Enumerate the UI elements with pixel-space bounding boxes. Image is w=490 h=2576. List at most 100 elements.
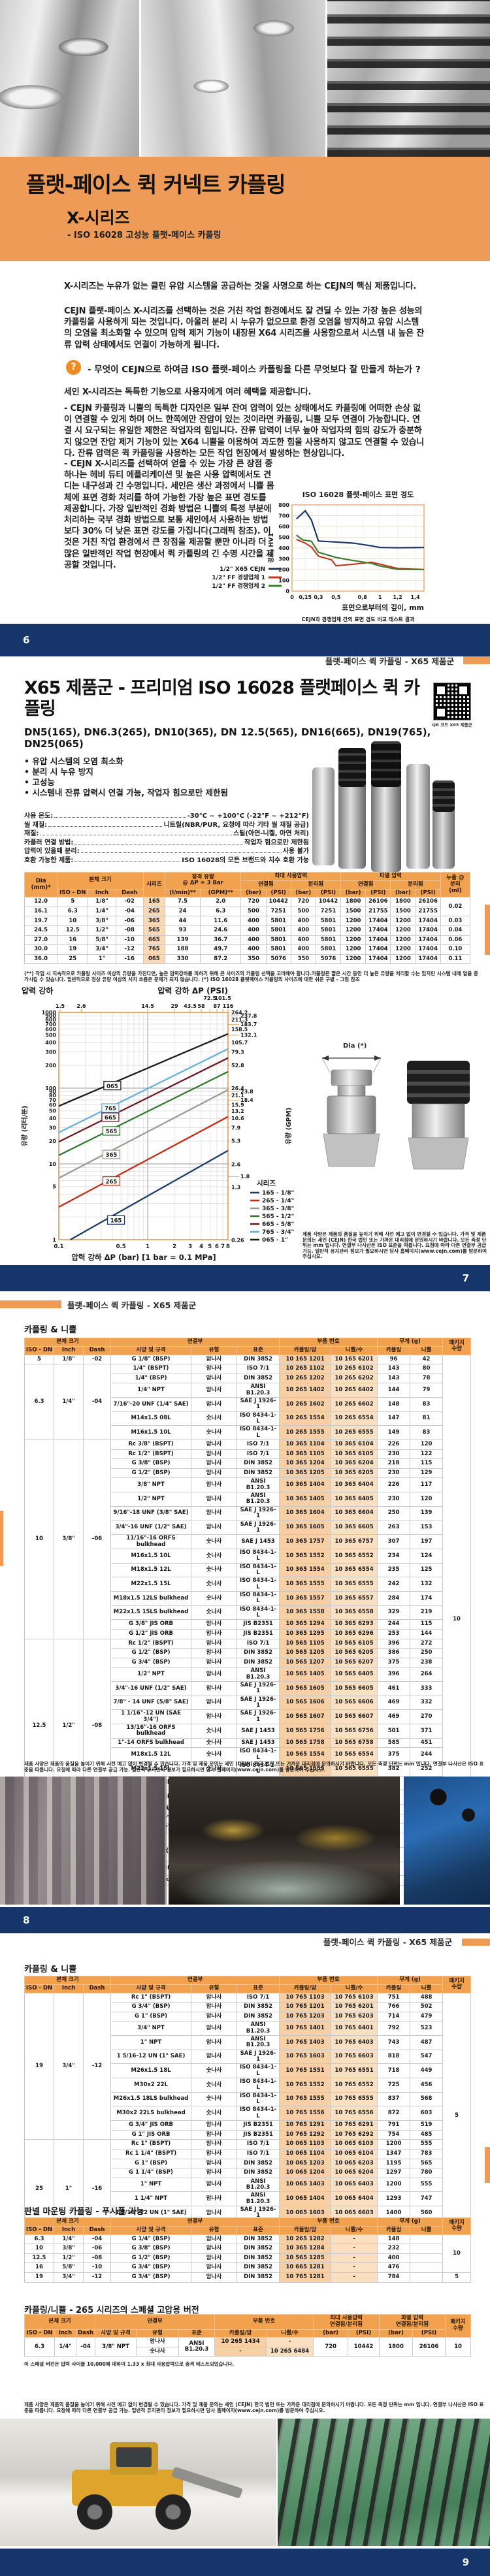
panel-table-title: 판넬 마운팅 카플링 - 푸시풀 기능 [24, 2207, 144, 2217]
parts-table: 본체 크기 연결부 부품 번호 무게 (g) 패키지 수량 ISO - DN Inch Dash… [24, 2217, 472, 2283]
footer-bar-page7: 7 [0, 1265, 490, 1291]
spec-row: 압력이 있을때 분리: 사용 불가 [24, 848, 309, 856]
svg-text:52.8: 52.8 [231, 1063, 244, 1069]
breadcrumb: 플랫-페이스 퀵 카플링 - X65 제품군 [67, 1300, 197, 1310]
svg-text:18.4: 18.4 [240, 1097, 253, 1103]
svg-text:1: 1 [52, 1237, 56, 1243]
table-row: 6.3 1/4" -04 1/4" (BSPT) 암나사 ISO 7/1 10 265 11… [24, 1364, 471, 1441]
svg-text:4: 4 [199, 1244, 203, 1250]
table-row: 7/16"-20 UNF (1/4" SAE) 암나사 SAE J 1926-1 10… [25, 1397, 471, 1412]
svg-text:5: 5 [208, 1244, 212, 1250]
svg-text:100: 100 [278, 578, 289, 584]
dia-label: Dia (*) [343, 1042, 367, 1050]
table-row: 1" NPT 암나사 ANSI B1.20.3 10 065 1403 10 065 6… [25, 2177, 471, 2193]
table-row: 1"-14 ORFS bulkhead 숫나사 SAE J 1453 10 565 1… [25, 1737, 471, 1748]
table-row: 5 1/8" -02 G 1/8" (BSP) 암나사 DIN 3852 10 165 12… [24, 1354, 472, 1886]
svg-text:700: 700 [278, 513, 289, 519]
hero-photo-nipples [141, 0, 325, 157]
svg-text:6: 6 [215, 1244, 219, 1250]
spec-row: 씰 재질: 니트릴(NBR/PUR, 요청에 따라 기타 씰 재질 공급) [24, 821, 309, 829]
svg-text:90: 90 [49, 1089, 57, 1095]
page-title: 플랫-페이스 퀵 커넥트 카플링 [26, 172, 286, 197]
svg-text:0,8: 0,8 [358, 594, 368, 600]
svg-text:765: 765 [105, 1106, 116, 1112]
qr-finder-pattern [457, 684, 469, 696]
svg-text:500: 500 [45, 1033, 56, 1038]
table-row: 6.3 1/4" -04 G 1/4" (BSP) 암나사 DIN 3852 10 265 … [24, 2234, 472, 2273]
svg-text:2.6: 2.6 [76, 1003, 86, 1009]
table-row: G 3/4" (BSP) 암나사 DIN 3852 10 765 1201 10 765… [25, 2002, 471, 2012]
photo-hose-couplings-green-machine [278, 2419, 490, 2546]
svg-text:10.6: 10.6 [231, 1116, 244, 1121]
table-row: 숫나사 -10 265 6484 [25, 2346, 471, 2357]
svg-text:065 - 1": 065 - 1" [262, 1237, 288, 1244]
svg-text:0,3: 0,3 [314, 594, 323, 600]
table-row: 3/4" NPT 암나사 ANSI B1.20.3 10 765 1401 10 765… [25, 2021, 471, 2036]
table-row: M26x1.5 18LS bulkhead 숫나사 ISO 8434-1-L 10 7… [25, 2091, 471, 2107]
svg-text:1.5: 1.5 [56, 1003, 65, 1009]
svg-text:105.7: 105.7 [231, 1040, 248, 1046]
table-row: 1 5/16-12 UN (1" SAE) 암나사 SAE J 1926-1 10 7… [25, 2049, 471, 2065]
breadcrumb-accent-bar [462, 1939, 490, 1946]
svg-text:665: 665 [105, 1115, 116, 1121]
table-row: 10 3/8" -06 G 3/8" (BSP) 암나사 DIN 3852 10 365 1… [24, 2244, 471, 2254]
svg-text:1: 1 [146, 1244, 150, 1250]
footer-bar-page9: 9 [0, 2549, 490, 2576]
svg-text:20: 20 [49, 1138, 57, 1144]
question-icon: ? [66, 360, 81, 375]
svg-text:72.5: 72.5 [203, 995, 216, 1001]
coupling-sleeve-black [433, 781, 455, 812]
svg-text:50: 50 [49, 1108, 57, 1114]
page-number: 7 [462, 1272, 469, 1284]
svg-text:132.1: 132.1 [240, 1033, 257, 1038]
svg-text:700: 700 [45, 1022, 56, 1027]
table-row: G 1/2" (BSP) 암나사 DIN 3852 10 365 1205 10 365… [25, 1468, 471, 1479]
table-row: M16x1.5 10L 숫나사 ISO 8434-1-L 10 265 1555 10 … [25, 1425, 471, 1441]
svg-text:211.3: 211.3 [231, 1017, 248, 1023]
svg-text:2.6: 2.6 [231, 1162, 241, 1168]
svg-text:압력 강하 ΔP (bar) [1 bar = 0.1 MP: 압력 강하 ΔP (bar) [1 bar = 0.1 MPa] [71, 1253, 216, 1262]
table-row: 12.0 5 1/8" -02 165 7.5 2.0 720 10442 720 10442 180… [24, 897, 471, 917]
table-row: M14x1.5 08L 숫나사 ISO 8434-1-L 10 265 1554 10 … [25, 1411, 471, 1426]
svg-text:경도, HV1: 경도, HV1 [267, 533, 275, 563]
svg-text:665 - 5/8": 665 - 5/8" [262, 1221, 294, 1228]
table-row: M30x2 22LS bulkhead 숫나사 ISO 8434-1-L 10 765… [25, 2106, 471, 2121]
product-group-photo [307, 741, 456, 875]
spec-change-note: 제품 사양은 제품의 품질을 높이기 위해 사전 예고 없이 변경될 수 있습니… [24, 1761, 484, 1773]
table-row: 1/2" NPT 암나사 ANSI B1.20.3 10 365 1405 10 365… [25, 1492, 471, 1507]
feature-bullet: 고성능 [24, 777, 305, 788]
photo-wheel-loader-snow [0, 2419, 276, 2546]
svg-text:0,5: 0,5 [331, 594, 341, 600]
question-heading: - 무엇이 CEJN으로 하여금 ISO 플랫-페이스 카플링을 다른 무엇보다… [88, 364, 421, 375]
table-row: G 1/2" (BSP) 암나사 DIN 3852 10 565 1205 10 565… [25, 1648, 471, 1658]
svg-text:60: 60 [49, 1103, 57, 1108]
spec-change-note: 제품 사양은 제품의 품질을 높이기 위해 사전 예고 없이 변경될 수 있습니… [302, 1231, 487, 1260]
svg-text:183.7: 183.7 [240, 1022, 257, 1027]
svg-text:158.5: 158.5 [231, 1027, 248, 1033]
breadcrumb-accent-bar [463, 656, 490, 664]
svg-text:200: 200 [278, 567, 289, 573]
coupling-sleeve-black [338, 748, 366, 787]
chart-series [58, 1071, 229, 1156]
svg-text:21.1: 21.1 [231, 1093, 244, 1099]
flow-pressure-chart: 1.5 2.6 14.5 29 43.5 5872.587101.511610009008… [20, 986, 294, 1262]
svg-text:1.8: 1.8 [240, 1174, 250, 1180]
table-footnote: (**) 작업 시 지속적으로 카플링 사이즈 이상의 유량을 가진다면, 높은… [24, 971, 478, 982]
table-row: 36.0 25 1" -16 065 330 87.2 350 5076 350 5076 1200 1… [24, 954, 471, 965]
table-row: 10 3/8" -06 Rc 3/8" (BSPT) 암나사 ISO 7/1 10 365 … [24, 1440, 471, 1639]
svg-text:600: 600 [45, 1027, 56, 1033]
svg-text:500: 500 [278, 535, 289, 541]
spec-change-note: 제품 사양은 제품의 품질을 높이기 위해 사전 예고 없이 변경될 수 있습니… [24, 2402, 484, 2413]
breadcrumb-accent-bar [0, 1300, 61, 1308]
chart-series [295, 509, 425, 549]
page-number: 8 [23, 1914, 30, 1926]
svg-text:365: 365 [106, 1152, 118, 1159]
svg-text:200: 200 [45, 1063, 56, 1069]
photo-hydraulic-manifold [0, 1777, 167, 1905]
qr-finder-pattern [435, 684, 447, 696]
nipple-photo-item [406, 764, 430, 869]
qr-caption: QR 코드 X65 제품군 [432, 722, 472, 728]
table-section-title: 카플링 & 니쁠 [24, 1325, 77, 1335]
svg-text:400: 400 [45, 1040, 56, 1046]
